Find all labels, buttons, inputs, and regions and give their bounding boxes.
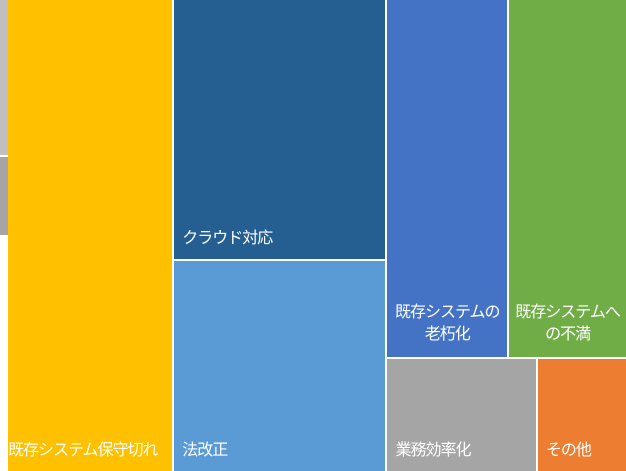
tile-label: 既存システムへの不満 [515, 301, 621, 343]
tile-label: その他 [545, 439, 592, 459]
cropped-tile [0, 0, 8, 155]
tile: 業務効率化 [387, 358, 536, 471]
tile: 既存システム保守切れ [8, 0, 173, 471]
tile-label: 法改正 [182, 439, 228, 459]
tile-label: 既存システム保守切れ [8, 440, 159, 459]
tile: 既存システムへの不満 [509, 0, 626, 357]
tile: 法改正 [174, 260, 386, 471]
tile: 既存システムの老朽化 [387, 0, 508, 357]
tile: クラウド対応 [174, 0, 386, 259]
tile-label: 業務効率化 [395, 439, 471, 459]
tile-label: クラウド対応 [182, 227, 273, 247]
tile: その他 [537, 358, 626, 471]
cropped-tile [0, 157, 8, 235]
tile-label: 既存システムの老朽化 [395, 301, 501, 343]
